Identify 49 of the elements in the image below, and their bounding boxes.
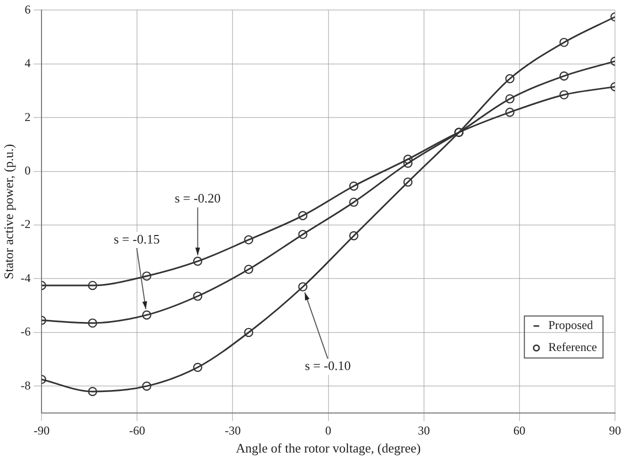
point [88, 318, 98, 328]
point [193, 292, 202, 301]
point [193, 256, 202, 266]
point [559, 90, 569, 100]
y-tick-label: 4 [24, 56, 31, 70]
point [88, 386, 98, 396]
point [88, 280, 98, 290]
point [403, 158, 413, 168]
x-axis-title: Angle of the rotor voltage, (degree) [236, 440, 421, 456]
point [298, 282, 308, 292]
legend-label: Proposed [548, 318, 594, 332]
point [244, 328, 254, 338]
point [142, 271, 152, 281]
y-tick-label: 2 [24, 110, 31, 124]
point [505, 74, 514, 84]
point [298, 211, 308, 220]
point [298, 230, 308, 240]
point [349, 231, 358, 240]
y-tick-label: -4 [20, 270, 31, 285]
point [559, 71, 569, 81]
x-tick-label: 90 [609, 423, 621, 438]
point [193, 362, 202, 372]
legend-label: Reference [548, 340, 598, 354]
point [349, 181, 358, 191]
point [403, 177, 413, 187]
y-tick-label: -6 [20, 324, 31, 339]
annotation: s = -0.10 [304, 358, 351, 374]
x-tick-label: -90 [34, 423, 50, 438]
y-axis-title: Stator active power, (p.u.) [1, 144, 16, 280]
point [244, 264, 254, 274]
y-tick-label: -2 [20, 217, 31, 232]
x-tick-label: 30 [418, 423, 430, 438]
point [505, 108, 514, 117]
point [244, 235, 254, 244]
annotation: s = -0.15 [114, 231, 160, 246]
point [505, 94, 514, 104]
point [142, 382, 152, 391]
point [349, 198, 358, 207]
x-tick-label: 0 [325, 423, 332, 438]
point [403, 154, 413, 164]
point [559, 38, 569, 48]
y-tick-label: 0 [24, 163, 31, 178]
x-tick-label: 60 [513, 423, 526, 438]
x-tick-label: -60 [129, 423, 146, 438]
x-tick-label: -30 [224, 423, 241, 438]
y-tick-label: -8 [20, 378, 31, 392]
y-tick-label: 6 [24, 2, 31, 16]
annotation: s = -0.20 [174, 190, 221, 206]
point [142, 310, 152, 320]
